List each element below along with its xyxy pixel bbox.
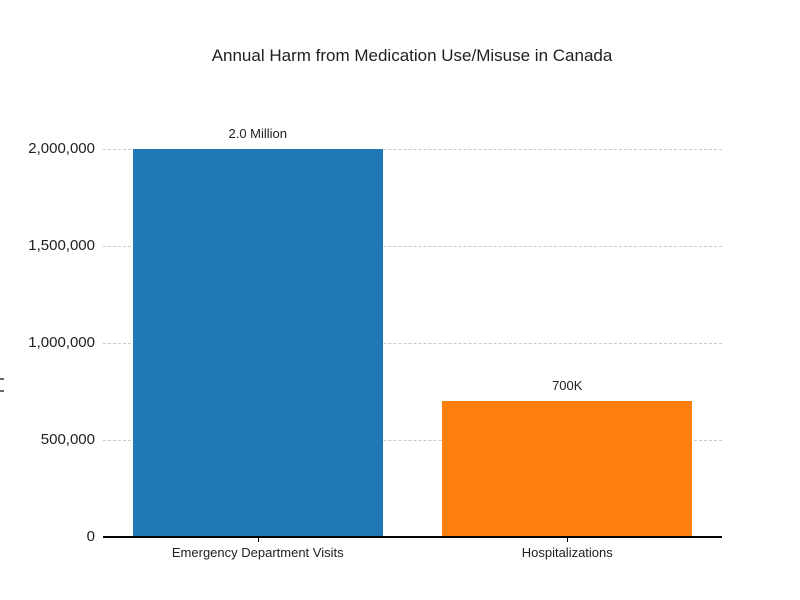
y-axis-title-fragment-mark [0,390,4,392]
gridline-500,000 [103,439,722,441]
gridline-2,000,000 [103,148,722,150]
y-tick-label: 0 [86,528,95,545]
chart-title: Annual Harm from Medication Use/Misuse i… [211,46,613,65]
x-category-label: Emergency Department Visits [171,545,344,560]
gridline-1,000,000 [103,342,722,344]
x-axis-tick [567,538,569,542]
y-axis-title-fragment-mark [0,378,4,380]
x-axis-line [103,536,722,538]
y-tick-label: 500,000 [40,431,95,448]
x-axis-tick [257,538,259,542]
x-category-label: Hospitalizations [521,545,613,560]
gridline-1,500,000 [103,245,722,247]
bar-value-label: 700K [552,378,583,394]
bar-hospitalizations [442,401,693,537]
y-tick-label: 1,000,000 [28,334,95,351]
bar-emergency-department-visits [132,149,383,537]
y-tick-label: 2,000,000 [28,140,95,157]
bar-value-label: 2.0 Million [228,126,288,141]
y-tick-label: 1,500,000 [28,237,95,254]
